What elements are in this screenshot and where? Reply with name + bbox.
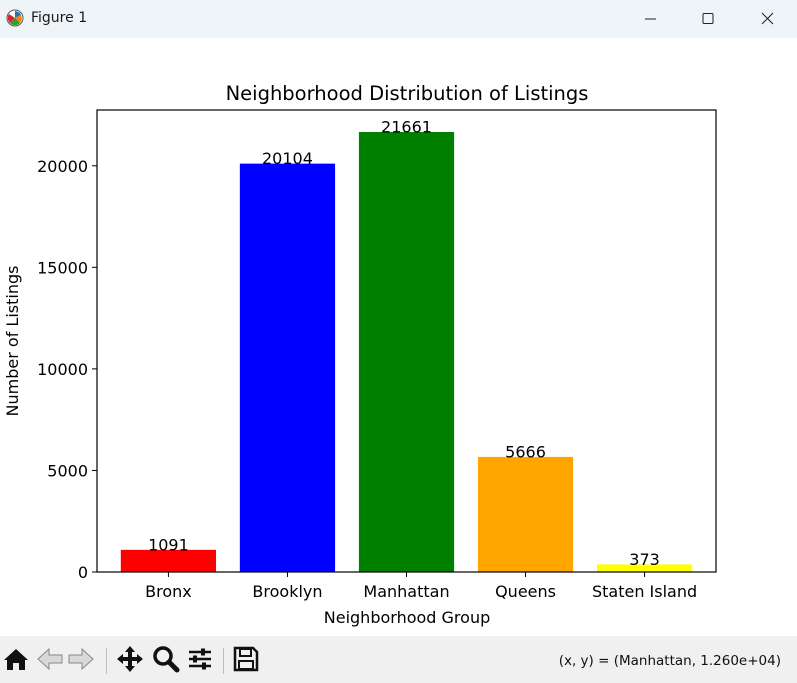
minimize-button[interactable] — [621, 0, 679, 38]
maximize-icon — [702, 13, 714, 24]
bar-chart: Neighborhood Distribution of Listings 0 5… — [3, 82, 717, 627]
forward-button[interactable] — [66, 644, 96, 674]
save-icon — [233, 646, 259, 672]
x-axis-label: Neighborhood Group — [324, 608, 490, 627]
x-tick-label: Staten Island — [592, 582, 697, 601]
x-tick-label: Manhattan — [363, 582, 449, 601]
bar-3 — [477, 456, 574, 572]
cursor-coordinates: (x, y) = (Manhattan, 1.260e+04) — [558, 653, 781, 669]
bar-0 — [120, 549, 217, 572]
data-labels-group: 1091 20104 21661 5666 373 — [148, 118, 660, 569]
maximize-button[interactable] — [679, 0, 737, 38]
y-tick-label: 15000 — [37, 258, 88, 277]
home-icon — [4, 649, 28, 670]
y-axis-label: Number of Listings — [3, 266, 22, 417]
home-button[interactable] — [1, 644, 31, 674]
back-button[interactable] — [35, 644, 65, 674]
y-tick-label: 5000 — [47, 461, 88, 480]
data-label: 1091 — [148, 535, 189, 554]
y-tick-label: 0 — [78, 563, 88, 582]
close-button[interactable] — [738, 0, 796, 38]
bars-group — [120, 132, 693, 572]
back-icon — [37, 647, 63, 671]
bar-2 — [358, 132, 455, 572]
x-tick-label: Bronx — [145, 582, 192, 601]
pan-icon — [117, 646, 143, 672]
y-axis: 0 5000 10000 15000 20000 — [37, 157, 97, 582]
pan-button[interactable] — [115, 644, 145, 674]
save-button[interactable] — [231, 644, 261, 674]
x-tick-label: Queens — [495, 582, 556, 601]
close-icon — [761, 12, 774, 25]
matplotlib-logo-icon — [6, 9, 24, 27]
bar-4 — [596, 564, 693, 572]
toolbar-separator — [106, 648, 107, 674]
forward-icon — [68, 647, 94, 671]
window-title: Figure 1 — [31, 10, 88, 26]
configure-subplots-button[interactable] — [185, 644, 215, 674]
configure-subplots-icon — [189, 648, 211, 670]
chart-title: Neighborhood Distribution of Listings — [226, 82, 589, 105]
data-label: 20104 — [262, 149, 313, 168]
data-label: 373 — [629, 550, 660, 569]
toolbar-separator — [223, 648, 224, 674]
title-bar: Figure 1 — [0, 0, 797, 38]
zoom-button[interactable] — [151, 644, 181, 674]
y-tick-label: 20000 — [37, 157, 88, 176]
axes-frame — [96, 109, 717, 573]
data-label: 5666 — [505, 442, 546, 461]
y-tick-label: 10000 — [37, 360, 88, 379]
navigation-toolbar: (x, y) = (Manhattan, 1.260e+04) — [0, 636, 797, 683]
figure-canvas[interactable]: Neighborhood Distribution of Listings 0 5… — [0, 38, 797, 636]
data-label: 21661 — [381, 118, 432, 137]
minimize-icon — [645, 18, 656, 20]
zoom-icon — [153, 646, 180, 673]
bar-1 — [239, 163, 336, 572]
x-axis: Bronx Brooklyn Manhattan Queens Staten Islan… — [145, 572, 697, 601]
x-tick-label: Brooklyn — [252, 582, 322, 601]
